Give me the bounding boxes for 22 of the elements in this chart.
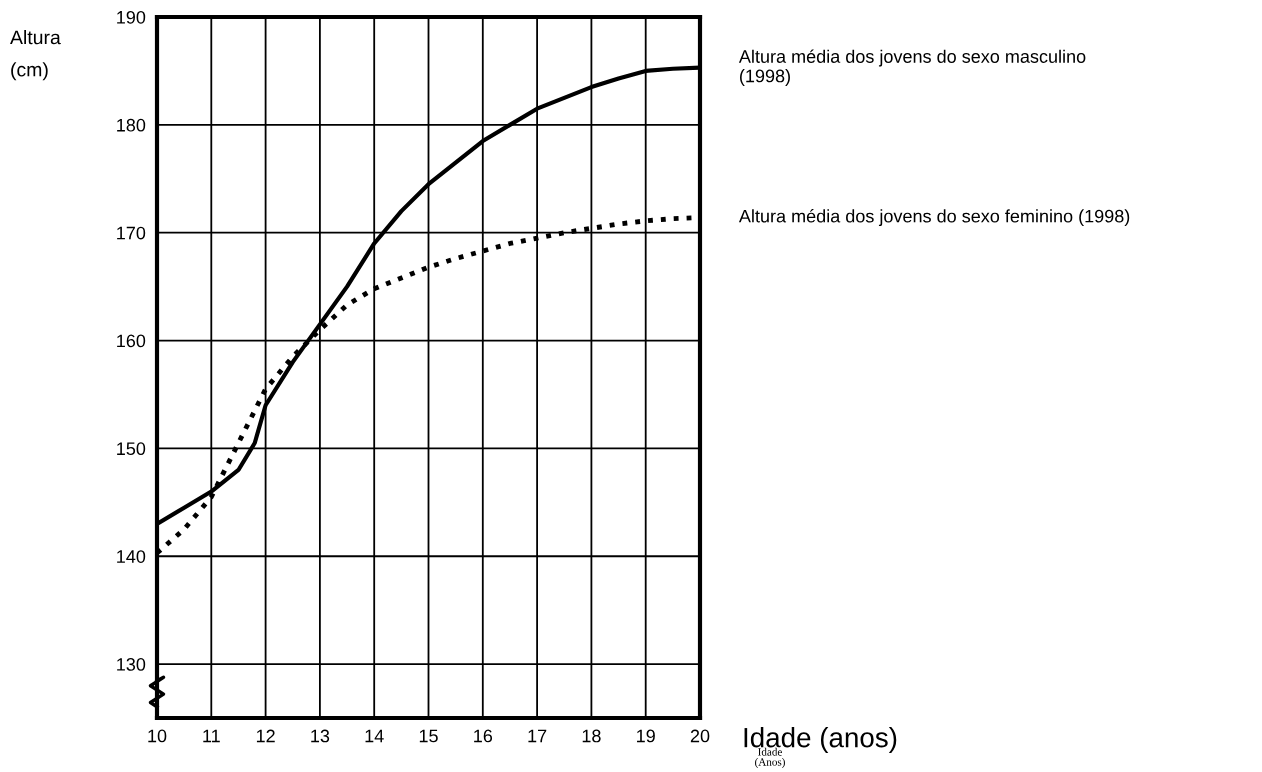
y-tick-label: 160	[117, 334, 146, 348]
x-tick-label: 20	[690, 729, 710, 743]
x-tick-label: 19	[637, 729, 655, 743]
x-tick-label: 17	[528, 729, 547, 743]
y-axis-title: Altura (cm)	[10, 30, 61, 81]
text: Altura média dos jovens do sexo feminino (1998)	[738, 209, 1130, 227]
x-tick-label: 10	[148, 729, 167, 743]
x-tick-label: 15	[419, 729, 438, 743]
y-tick-label: 150	[117, 442, 146, 456]
text: Idade (Anos)	[755, 747, 785, 768]
y-tick-label: 170	[117, 226, 146, 240]
x-tick-label: 11	[203, 729, 220, 743]
x-tick-label: 14	[365, 729, 384, 743]
y-tick-label: 190	[117, 10, 146, 24]
text: Altura média dos jovens do sexo masculino (1998)	[738, 49, 1086, 86]
y-tick-label: 130	[117, 658, 146, 671]
x-tick-label: 12	[256, 729, 275, 743]
x-tick-label: 16	[474, 729, 493, 743]
x-tick-label: 18	[582, 729, 601, 743]
y-tick-label: 180	[117, 118, 146, 132]
x-tick-label: 13	[311, 729, 330, 743]
y-tick-label: 140	[117, 550, 146, 563]
